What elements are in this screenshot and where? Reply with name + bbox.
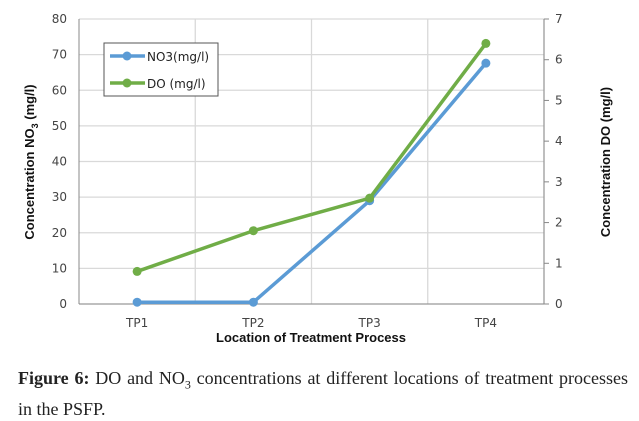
data-point (365, 193, 375, 203)
ticks: 0 10 20 30 40 50 60 70 80 0 1 2 3 4 5 6 7 TP1 TP2 TP3 TP4 (52, 12, 563, 330)
y-left-tick-label: 50 (52, 119, 67, 133)
legend-label-do: DO (mg/l) (147, 77, 206, 91)
legend-label-no3: NO3(mg/l) (147, 50, 209, 64)
x-axis-label: Location of Treatment Process (216, 330, 406, 345)
y-right-tick-label: 4 (555, 134, 563, 148)
y-right-tick-label: 6 (555, 53, 563, 67)
y-left-tick-label: 40 (52, 155, 67, 169)
x-tick-label: TP3 (358, 316, 381, 330)
y-right-tick-label: 7 (555, 12, 563, 26)
y-left-tick-label: 70 (52, 48, 67, 62)
y-left-tick-label: 80 (52, 12, 67, 26)
data-point (248, 226, 258, 236)
figure-caption: Figure 6: DO and NO3 concentrations at d… (18, 366, 628, 421)
y-right-tick-label: 3 (555, 175, 563, 189)
caption-text: DO and NO (89, 368, 185, 388)
y-left-tick-label: 60 (52, 83, 67, 97)
caption-subscript: 3 (184, 377, 191, 392)
series-line-0 (137, 62, 488, 304)
data-point (481, 38, 491, 48)
data-point (132, 297, 142, 307)
data-point (132, 266, 142, 276)
y-right-tick-label: 0 (555, 297, 563, 311)
y-left-tick-label: 20 (52, 226, 67, 240)
y-left-tick-label: 0 (59, 297, 67, 311)
series (132, 38, 491, 307)
y-right-tick-label: 5 (555, 93, 563, 107)
x-tick-label: TP2 (241, 316, 264, 330)
y-left-tick-label: 10 (52, 261, 67, 275)
caption-text-tail: concentrations at different locations of… (18, 368, 629, 419)
chart: 0 10 20 30 40 50 60 70 80 0 1 2 3 4 5 6 7 TP1 TP2 TP3 TP4 Lo… (22, 12, 613, 345)
y-right-tick-label: 2 (555, 216, 563, 230)
data-point (481, 58, 491, 68)
y-axis-left-label: Concentration NO3 (mg/l) (22, 84, 40, 239)
y-axis-right-label: Concentration DO (mg/l) (598, 87, 613, 237)
legend: NO3(mg/l) DO (mg/l) (103, 42, 219, 97)
data-point (248, 297, 258, 307)
y-left-tick-label: 30 (52, 190, 67, 204)
series-line-1 (136, 42, 488, 274)
legend-marker-no3 (122, 51, 132, 61)
legend-marker-do (122, 78, 132, 88)
x-tick-label: TP1 (125, 316, 148, 330)
x-tick-label: TP4 (474, 316, 497, 330)
caption-label: Figure 6: (18, 368, 90, 388)
axes (78, 18, 549, 305)
y-right-tick-label: 1 (555, 256, 563, 270)
